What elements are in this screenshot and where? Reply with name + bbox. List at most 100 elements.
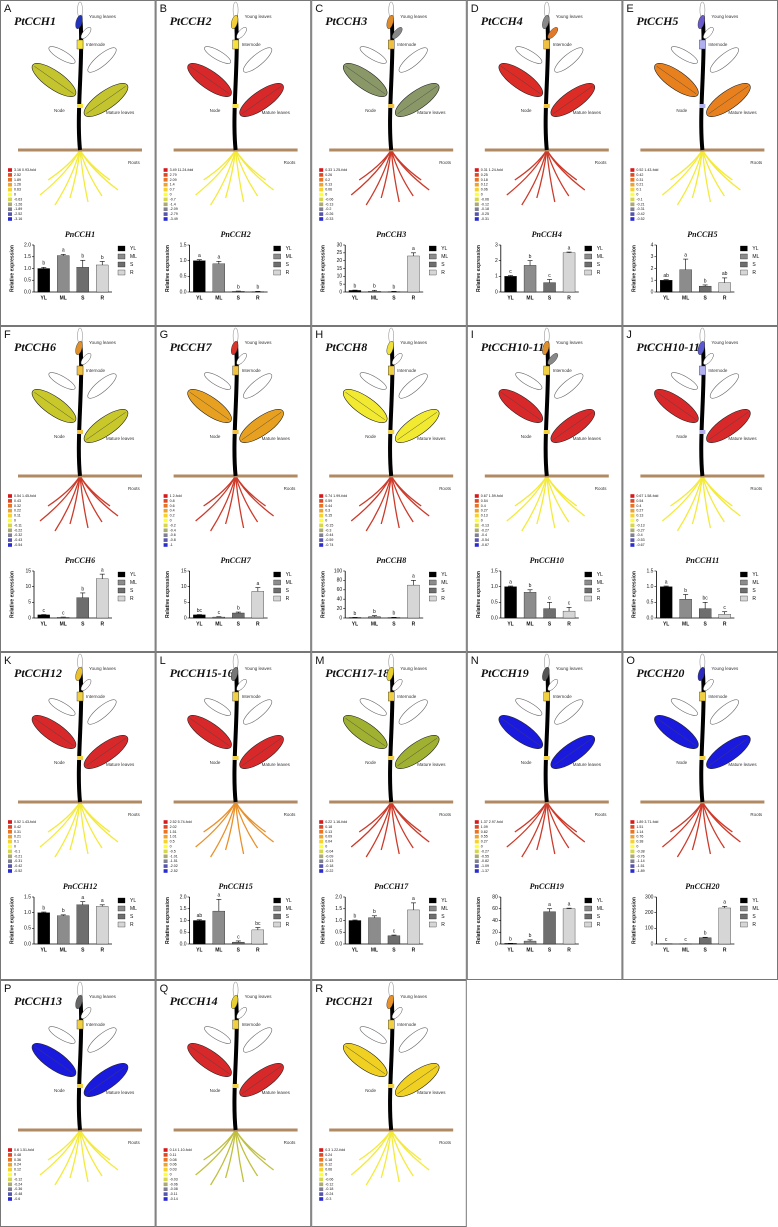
legend-label: 1.01 [170, 835, 177, 839]
bar [37, 614, 50, 619]
legend-swatch [8, 1192, 12, 1196]
y-tick-label: 2.0 [180, 894, 187, 900]
leaf-vein [241, 738, 282, 766]
stem [76, 991, 84, 1131]
legend-text: R [752, 922, 756, 928]
chart-title: PnCCH3 [376, 230, 406, 239]
young-leaf [386, 340, 394, 356]
root [670, 801, 703, 833]
legend-swatch [319, 538, 324, 542]
legend-label: 0.1 [636, 188, 641, 192]
legend-box [740, 261, 748, 268]
legend-swatch [8, 1167, 12, 1172]
panel-letter: B [160, 3, 167, 15]
legend-swatch [474, 834, 479, 839]
root [79, 149, 119, 191]
bar [504, 586, 517, 619]
legend-swatch [8, 518, 12, 523]
root [79, 1129, 111, 1161]
chart-title: PnCCH1 [65, 230, 95, 239]
root [210, 801, 237, 858]
root [54, 475, 81, 532]
root [235, 149, 274, 191]
root [79, 801, 119, 843]
young-leaf [386, 14, 394, 30]
legend-swatch [474, 538, 479, 542]
gene-title: PtCCH15-16 [170, 666, 234, 680]
root [661, 475, 703, 522]
y-tick-label: 0.5 [24, 926, 31, 932]
legend-text: S [752, 262, 756, 268]
plant-label: Roots [595, 160, 608, 165]
plant-label: Young leaves [245, 14, 273, 19]
plant-label: Mature leaves [417, 110, 446, 115]
root [390, 475, 430, 517]
plant-label: Node [365, 108, 376, 113]
y-tick-label: 60 [337, 587, 343, 593]
x-tick-label: ML [682, 621, 689, 627]
plant-label: Young leaves [556, 14, 584, 19]
panel-letter: I [471, 329, 474, 341]
legend-swatch [319, 494, 324, 498]
significance-letter: b [393, 285, 396, 291]
panel-letter: K [4, 655, 12, 667]
internode [543, 691, 550, 702]
legend-text: R [130, 922, 134, 928]
root [701, 475, 725, 523]
root [670, 149, 703, 181]
bar [212, 910, 226, 945]
legend-text: YL [441, 572, 447, 578]
x-tick-label: R [256, 947, 260, 953]
legend-swatch [163, 173, 168, 177]
root [234, 149, 259, 197]
legend-text: S [597, 588, 601, 594]
legend-label: -0.25 [481, 212, 489, 216]
significance-letter: a [217, 255, 220, 261]
significance-letter: b [373, 909, 376, 915]
root [661, 149, 703, 196]
legend-swatch [630, 508, 635, 513]
upper-leaf [48, 46, 76, 64]
root [54, 1129, 81, 1186]
root [39, 475, 81, 522]
significance-letter: a [412, 246, 415, 252]
plant-label: Node [54, 760, 65, 765]
young-leaf [703, 353, 714, 365]
legend-swatch [319, 849, 324, 854]
root [234, 1129, 259, 1177]
root [79, 475, 103, 523]
legend-label: 0.18 [481, 178, 488, 182]
legend-label: 0.13 [325, 830, 332, 834]
legend-swatch [8, 508, 12, 513]
legend-text: R [597, 922, 601, 928]
root [380, 801, 392, 851]
node [699, 430, 706, 434]
legend-label: 0.36 [14, 1158, 21, 1162]
legend-label: -2.79 [170, 212, 178, 216]
legend-swatch [474, 849, 479, 854]
legend-label: 0.82 [481, 830, 488, 834]
y-axis-label: Relative expression [476, 245, 482, 292]
plant-label: Young leaves [400, 340, 428, 345]
legend-swatch [630, 187, 635, 192]
node [543, 756, 550, 760]
chart-title: PnCCH20 [685, 882, 719, 891]
legend-swatch [8, 178, 12, 182]
significance-letter: b [704, 278, 707, 284]
panel-letter: G [160, 329, 169, 341]
plant-label: Roots [439, 486, 452, 491]
legend-swatch [319, 202, 324, 207]
plant-label: Young leaves [89, 340, 117, 345]
legend-label: 0.54 1.45-fold [14, 494, 36, 498]
chart-title: PnCCH17 [374, 882, 409, 891]
legend-label: 1.51 [636, 825, 643, 829]
legend-label: -0.27 [481, 849, 489, 853]
bar [37, 268, 50, 293]
legend-swatch [319, 1162, 324, 1167]
leaf-vein [553, 738, 593, 766]
plant-label: Young leaves [245, 666, 273, 671]
y-axis-label: Relative expression [632, 571, 638, 618]
legend-label: -0.09 [325, 854, 333, 858]
young-leaf [230, 666, 239, 682]
leaf-vein [656, 718, 697, 746]
